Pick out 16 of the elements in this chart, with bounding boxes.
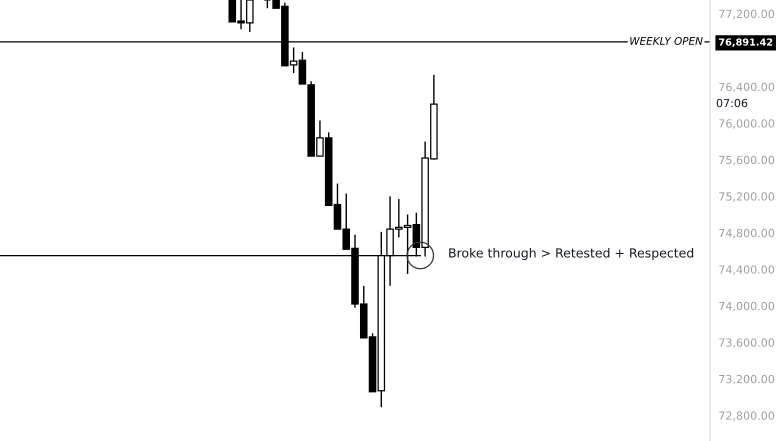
y-tick-label: 74,000.00 xyxy=(719,302,774,312)
y-tick-label: 77,200.00 xyxy=(719,10,774,20)
annotation: Broke through > Retested + Respected xyxy=(449,248,694,260)
y-tick-label: 75,200.00 xyxy=(719,192,774,202)
y-tick-label: 76,891.42 xyxy=(718,38,772,47)
y-tick-label: 76,400.00 xyxy=(719,82,774,92)
text: 07:06 xyxy=(716,98,748,108)
y-tick-label: 76,000.00 xyxy=(719,119,774,129)
y-tick-label: 74,800.00 xyxy=(719,228,774,238)
y-tick-label: 75,600.00 xyxy=(719,156,774,166)
candlestick xyxy=(264,0,272,9)
ref-line-label: WEEKLY OPEN xyxy=(630,37,703,45)
y-tick-label: 74,400.00 xyxy=(719,265,774,275)
y-tick-label: 73,200.00 xyxy=(719,374,774,384)
y-tick-label: 72,800.00 xyxy=(719,411,774,421)
y-tick-label: 73,600.00 xyxy=(719,338,774,348)
